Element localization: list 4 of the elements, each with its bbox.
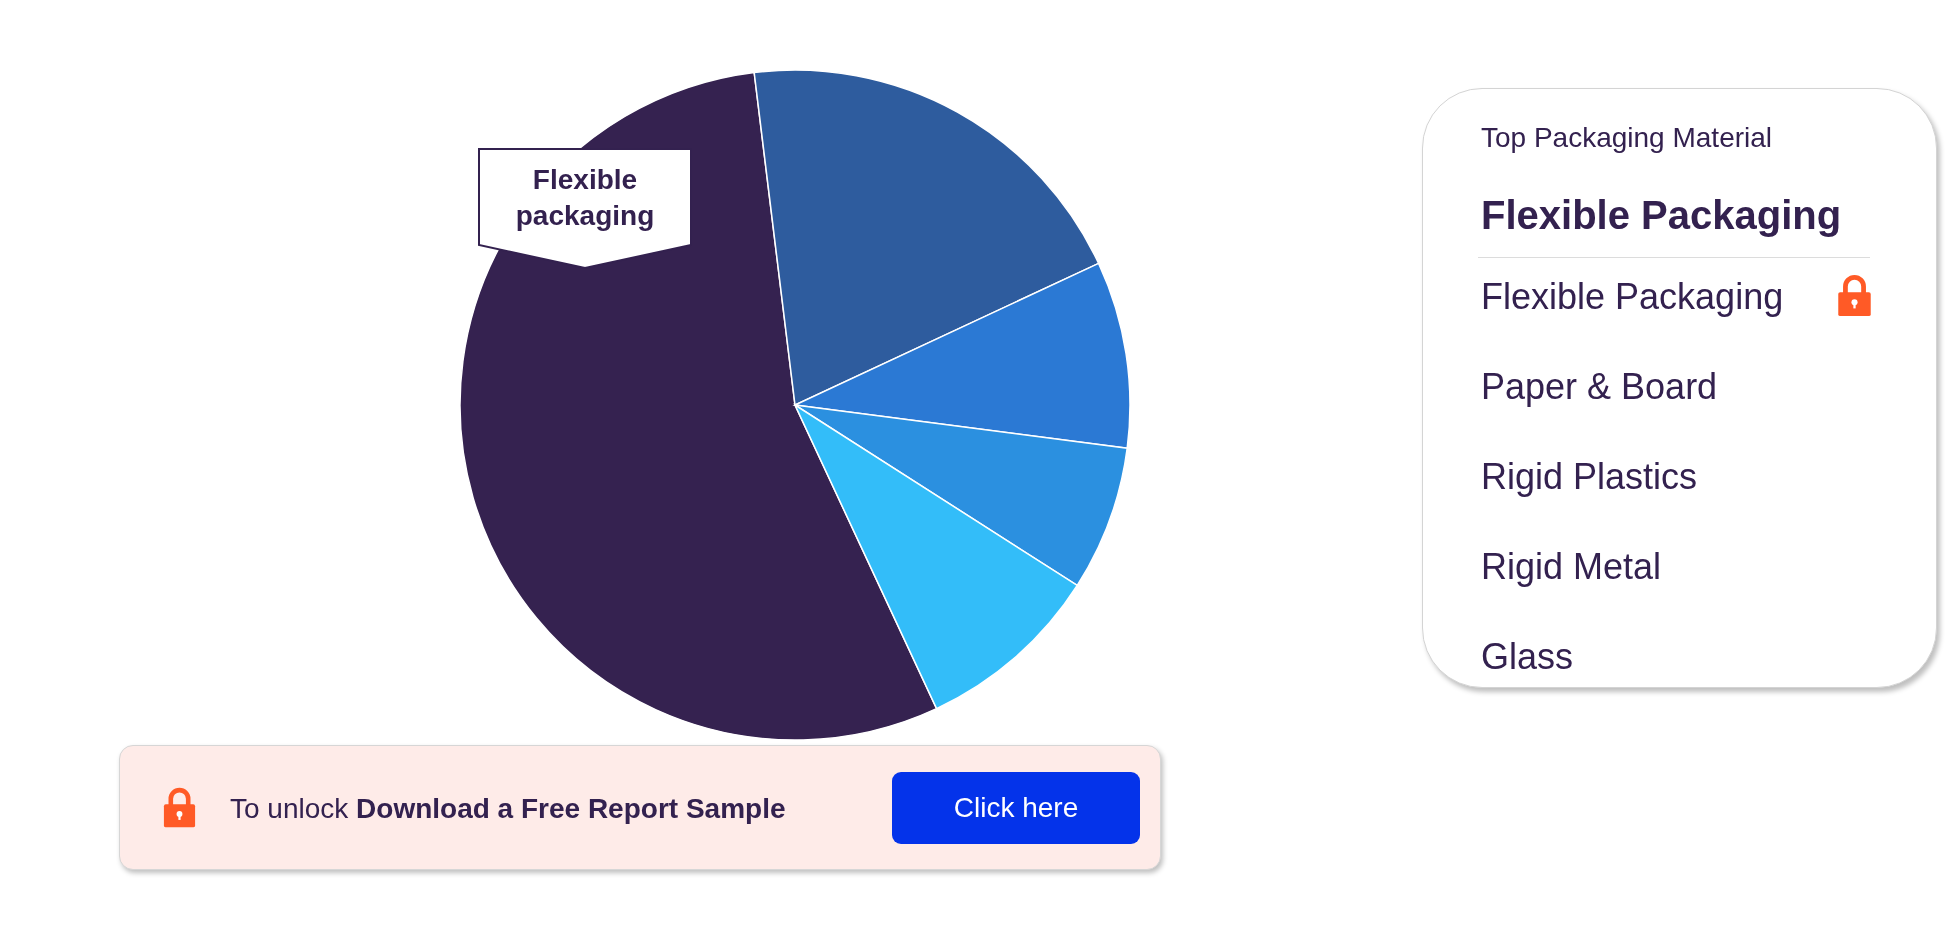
slice-label: Flexible packaging xyxy=(514,163,656,233)
dropdown-menu: Top Packaging Material Flexible Packaging Flexible Packaging Paper & Board Rigid Plastics Rigid Metal Glass xyxy=(1422,88,1937,688)
banner: To unlock Download a Free Report Sample Click here xyxy=(119,745,1161,870)
button: Click here xyxy=(892,772,1140,844)
